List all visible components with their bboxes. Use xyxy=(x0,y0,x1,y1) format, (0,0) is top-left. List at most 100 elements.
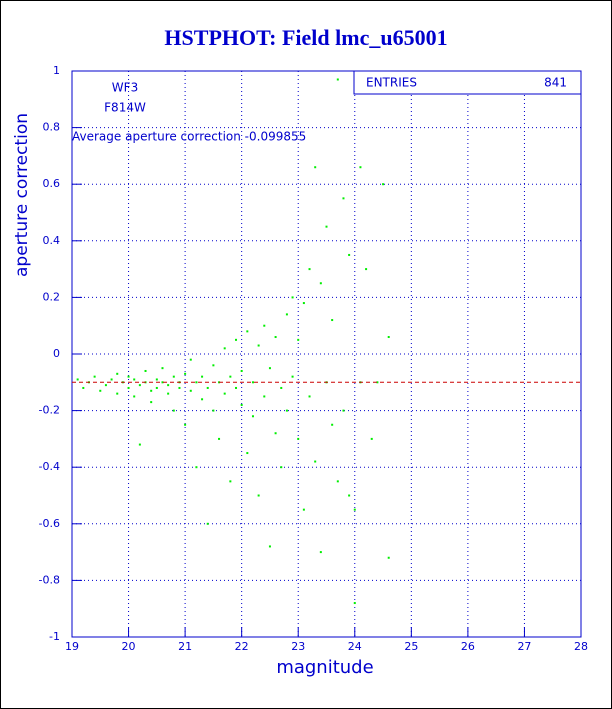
point xyxy=(382,183,385,186)
y-tick-label: -0.6 xyxy=(39,517,60,530)
y-tick-label: 0.4 xyxy=(43,234,61,247)
x-tick-label: 24 xyxy=(348,640,362,653)
x-tick-label: 20 xyxy=(122,640,136,653)
point xyxy=(280,386,283,389)
point xyxy=(212,409,215,412)
point xyxy=(127,386,130,389)
label: WF3 xyxy=(112,81,138,95)
plot-frame xyxy=(71,70,582,638)
point xyxy=(184,372,187,375)
y-tick-label: -0.8 xyxy=(39,573,60,586)
point xyxy=(314,460,317,463)
point xyxy=(268,367,271,370)
point xyxy=(144,369,147,372)
point xyxy=(116,372,119,375)
point xyxy=(353,508,356,511)
point xyxy=(285,409,288,412)
point xyxy=(331,319,334,322)
point xyxy=(268,545,271,548)
point xyxy=(127,375,130,378)
point xyxy=(348,494,351,497)
point xyxy=(206,522,209,525)
point xyxy=(82,386,85,389)
y-tick-label: 0.2 xyxy=(43,290,61,303)
point xyxy=(161,381,164,384)
point xyxy=(172,375,175,378)
point xyxy=(353,602,356,605)
point xyxy=(274,336,277,339)
point xyxy=(150,401,153,404)
point xyxy=(229,480,232,483)
point xyxy=(302,302,305,305)
x-tick-label: 22 xyxy=(235,640,249,653)
point xyxy=(263,395,266,398)
point xyxy=(161,367,164,370)
x-axis-label: magnitude xyxy=(276,657,373,678)
x-tick-label: 23 xyxy=(291,640,305,653)
point xyxy=(155,378,158,381)
point xyxy=(331,423,334,426)
point xyxy=(342,409,345,412)
point xyxy=(285,313,288,316)
x-tick-label: 28 xyxy=(574,640,588,653)
point xyxy=(212,364,215,367)
point xyxy=(133,378,136,381)
point xyxy=(365,268,368,271)
point xyxy=(251,415,254,418)
label: F814W xyxy=(104,101,146,115)
point xyxy=(104,384,107,387)
point xyxy=(189,389,192,392)
point xyxy=(387,556,390,559)
point xyxy=(314,166,317,169)
y-tick-label: 0 xyxy=(53,347,60,360)
y-axis-label: aperture correction xyxy=(12,113,32,277)
point xyxy=(99,389,102,392)
point xyxy=(195,381,198,384)
point xyxy=(297,338,300,341)
point xyxy=(370,437,373,440)
y-tick-label: -1 xyxy=(49,630,60,643)
point xyxy=(308,268,311,271)
x-tick-label: 26 xyxy=(461,640,475,653)
point xyxy=(223,347,226,350)
point xyxy=(235,338,238,341)
x-tick-label: 21 xyxy=(178,640,192,653)
stats-label: ENTRIES xyxy=(366,76,417,90)
point xyxy=(319,551,322,554)
point xyxy=(257,344,260,347)
point xyxy=(319,282,322,285)
point xyxy=(342,197,345,200)
y-tick-label: 0.6 xyxy=(43,177,61,190)
point xyxy=(235,386,238,389)
point xyxy=(297,437,300,440)
point xyxy=(359,166,362,169)
point xyxy=(167,392,170,395)
point xyxy=(116,392,119,395)
point xyxy=(223,392,226,395)
point xyxy=(133,395,136,398)
point xyxy=(336,78,339,81)
point xyxy=(387,336,390,339)
point xyxy=(291,375,294,378)
point xyxy=(138,384,141,387)
point xyxy=(218,437,221,440)
point xyxy=(201,375,204,378)
point xyxy=(206,386,209,389)
point xyxy=(178,386,181,389)
y-tick-label: -0.2 xyxy=(39,404,60,417)
point xyxy=(195,466,198,469)
x-tick-label: 25 xyxy=(404,640,418,653)
point xyxy=(184,423,187,426)
point xyxy=(246,452,249,455)
point xyxy=(251,381,254,384)
y-tick-label: -0.4 xyxy=(39,460,60,473)
stats-value: 841 xyxy=(544,76,567,90)
point xyxy=(76,378,79,381)
x-tick-label: 27 xyxy=(517,640,531,653)
y-tick-label: 1 xyxy=(53,64,60,77)
annotation: Average aperture correction -0.099855 xyxy=(72,130,306,144)
point xyxy=(172,409,175,412)
point xyxy=(325,225,328,228)
